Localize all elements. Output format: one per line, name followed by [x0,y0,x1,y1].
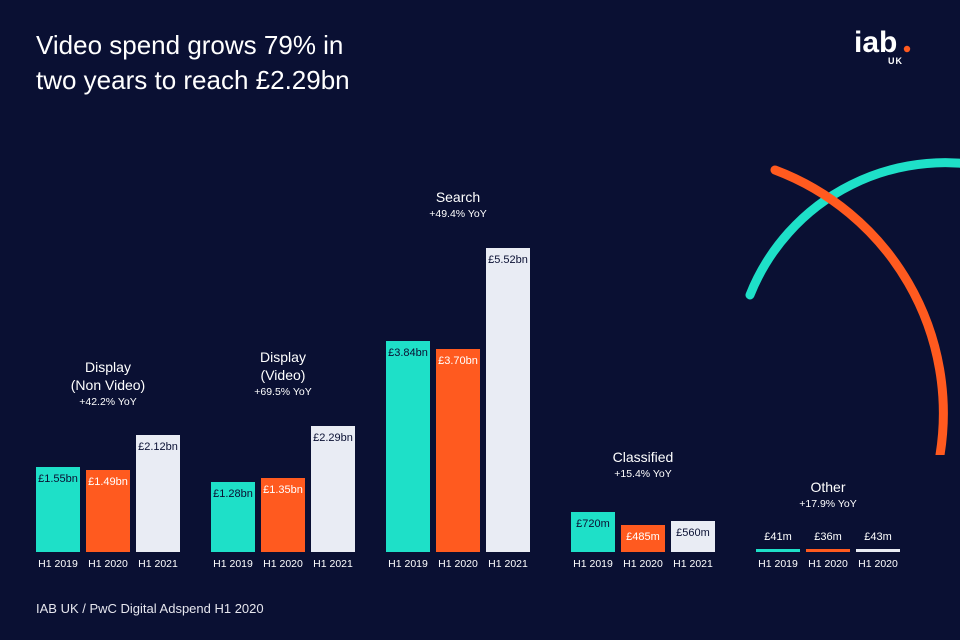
bar: £2.29bn [311,426,355,552]
bars-row: £720m H1 2019 £485m H1 2020 £560m H1 2021 [571,512,715,570]
bar-group: Display(Non Video)+42.2% YoY£1.55bnH1 20… [36,435,180,570]
bar-value: £3.70bn [438,355,478,367]
bar: £560m [671,521,715,552]
group-yoy: +42.2% YoY [36,396,180,410]
group-name-line: Classified [571,448,715,466]
group-name-line: Other [756,478,900,496]
bar-group: Classified+15.4% YoY£720mH1 2019£485mH1 … [571,512,715,570]
bar-value: £1.28bn [213,488,253,500]
bar: £1.49bn [86,470,130,552]
bar: £5.52bn [486,248,530,552]
bar: £485m [621,525,665,552]
group-yoy: +49.4% YoY [386,208,530,222]
bar [856,549,900,552]
bar-value: £560m [676,527,710,539]
bar: £1.28bn [211,482,255,552]
group-name-line: (Video) [211,366,355,384]
bar-value: £41m [764,531,792,543]
iab-logo: iab UK [854,24,926,71]
bar-wrap: £1.49bn H1 2020 [86,470,130,570]
bars-row: £1.55bn H1 2019 £1.49bn H1 2020 £2.12bn H1 20… [36,435,180,570]
bar-group: Display(Video)+69.5% YoY£1.28bnH1 2019£1… [211,426,355,570]
bar: £3.70bn [436,349,480,553]
bar-label: H1 2020 [623,558,663,570]
bar-wrap: £2.29bn H1 2021 [311,426,355,570]
bar-value: £720m [576,518,610,530]
group-header: Search +49.4% YoY [386,188,530,222]
title-line-1: Video spend grows 79% in [36,30,343,60]
bars-row: £1.28bn H1 2019 £1.35bn H1 2020 £2.29bn H1 20… [211,426,355,570]
bar: £1.35bn [261,478,305,552]
bars-row: £41m H1 2019 £36m H1 2020 £43m H1 2020 [756,531,900,570]
bar-wrap: £560m H1 2021 [671,521,715,570]
bar-label: H1 2021 [488,558,528,570]
bar-wrap: £485m H1 2020 [621,525,665,570]
bar-wrap: £3.70bn H1 2020 [436,349,480,571]
bar-wrap: £2.12bn H1 2021 [136,435,180,570]
group-name-line: Display [36,358,180,376]
bar-value: £36m [814,531,842,543]
logo-text: iab [854,26,897,59]
bar-chart: Display(Non Video)+42.2% YoY£1.55bnH1 20… [36,170,936,570]
footer-source: IAB UK / PwC Digital Adspend H1 2020 [36,601,264,616]
bar-label: H1 2020 [438,558,478,570]
page-title: Video spend grows 79% in two years to re… [36,28,350,98]
bars-row: £3.84bn H1 2019 £3.70bn H1 2020 £5.52bn H1 20… [386,248,530,570]
bar: £3.84bn [386,341,430,552]
bar-label: H1 2021 [313,558,353,570]
bar-wrap: £1.28bn H1 2019 [211,482,255,570]
bar-value: £1.55bn [38,473,78,485]
group-header: Classified +15.4% YoY [571,448,715,482]
bar-label: H1 2020 [808,558,848,570]
bar-value: £1.49bn [88,476,128,488]
group-yoy: +15.4% YoY [571,468,715,482]
bar-label: H1 2020 [263,558,303,570]
bar-value: £5.52bn [488,254,528,266]
group-header: Display(Non Video) +42.2% YoY [36,358,180,410]
bar-wrap: £3.84bn H1 2019 [386,341,430,570]
group-yoy: +17.9% YoY [756,498,900,512]
group-name-line: Search [386,188,530,206]
bar-value: £2.12bn [138,441,178,453]
bar-label: H1 2019 [213,558,253,570]
bar-wrap: £41m H1 2019 [756,531,800,570]
group-header: Display(Video) +69.5% YoY [211,348,355,400]
bar-wrap: £43m H1 2020 [856,531,900,570]
bar-label: H1 2020 [858,558,898,570]
bar-label: H1 2019 [388,558,428,570]
bar [756,549,800,552]
bar-label: H1 2019 [758,558,798,570]
group-name-line: Display [211,348,355,366]
bar-wrap: £720m H1 2019 [571,512,615,570]
bar: £720m [571,512,615,552]
bar-value: £1.35bn [263,484,303,496]
bar-wrap: £5.52bn H1 2021 [486,248,530,570]
bar-label: H1 2021 [138,558,178,570]
bar-value: £2.29bn [313,432,353,444]
bar-wrap: £1.55bn H1 2019 [36,467,80,570]
group-yoy: +69.5% YoY [211,386,355,400]
group-header: Other +17.9% YoY [756,478,900,512]
bar-value: £3.84bn [388,347,428,359]
bar-wrap: £1.35bn H1 2020 [261,478,305,570]
bar: £2.12bn [136,435,180,552]
bar-group: Search+49.4% YoY£3.84bnH1 2019£3.70bnH1 … [386,248,530,570]
bar [806,549,850,552]
bar-label: H1 2019 [573,558,613,570]
bar-value: £43m [864,531,892,543]
title-line-2: two years to reach £2.29bn [36,65,350,95]
bar-value: £485m [626,531,660,543]
bar-label: H1 2019 [38,558,78,570]
bar-group: Other+17.9% YoY£41mH1 2019£36mH1 2020£43… [756,531,900,570]
bar: £1.55bn [36,467,80,552]
logo-dot-icon [904,46,910,52]
bar-wrap: £36m H1 2020 [806,531,850,570]
bar-label: H1 2020 [88,558,128,570]
logo-sub: UK [888,56,903,66]
bar-label: H1 2021 [673,558,713,570]
group-name-line: (Non Video) [36,376,180,394]
